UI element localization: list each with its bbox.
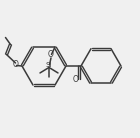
Text: Si: Si	[46, 62, 52, 68]
Text: O: O	[48, 51, 54, 59]
Text: O: O	[13, 60, 18, 69]
Text: O: O	[73, 75, 78, 84]
